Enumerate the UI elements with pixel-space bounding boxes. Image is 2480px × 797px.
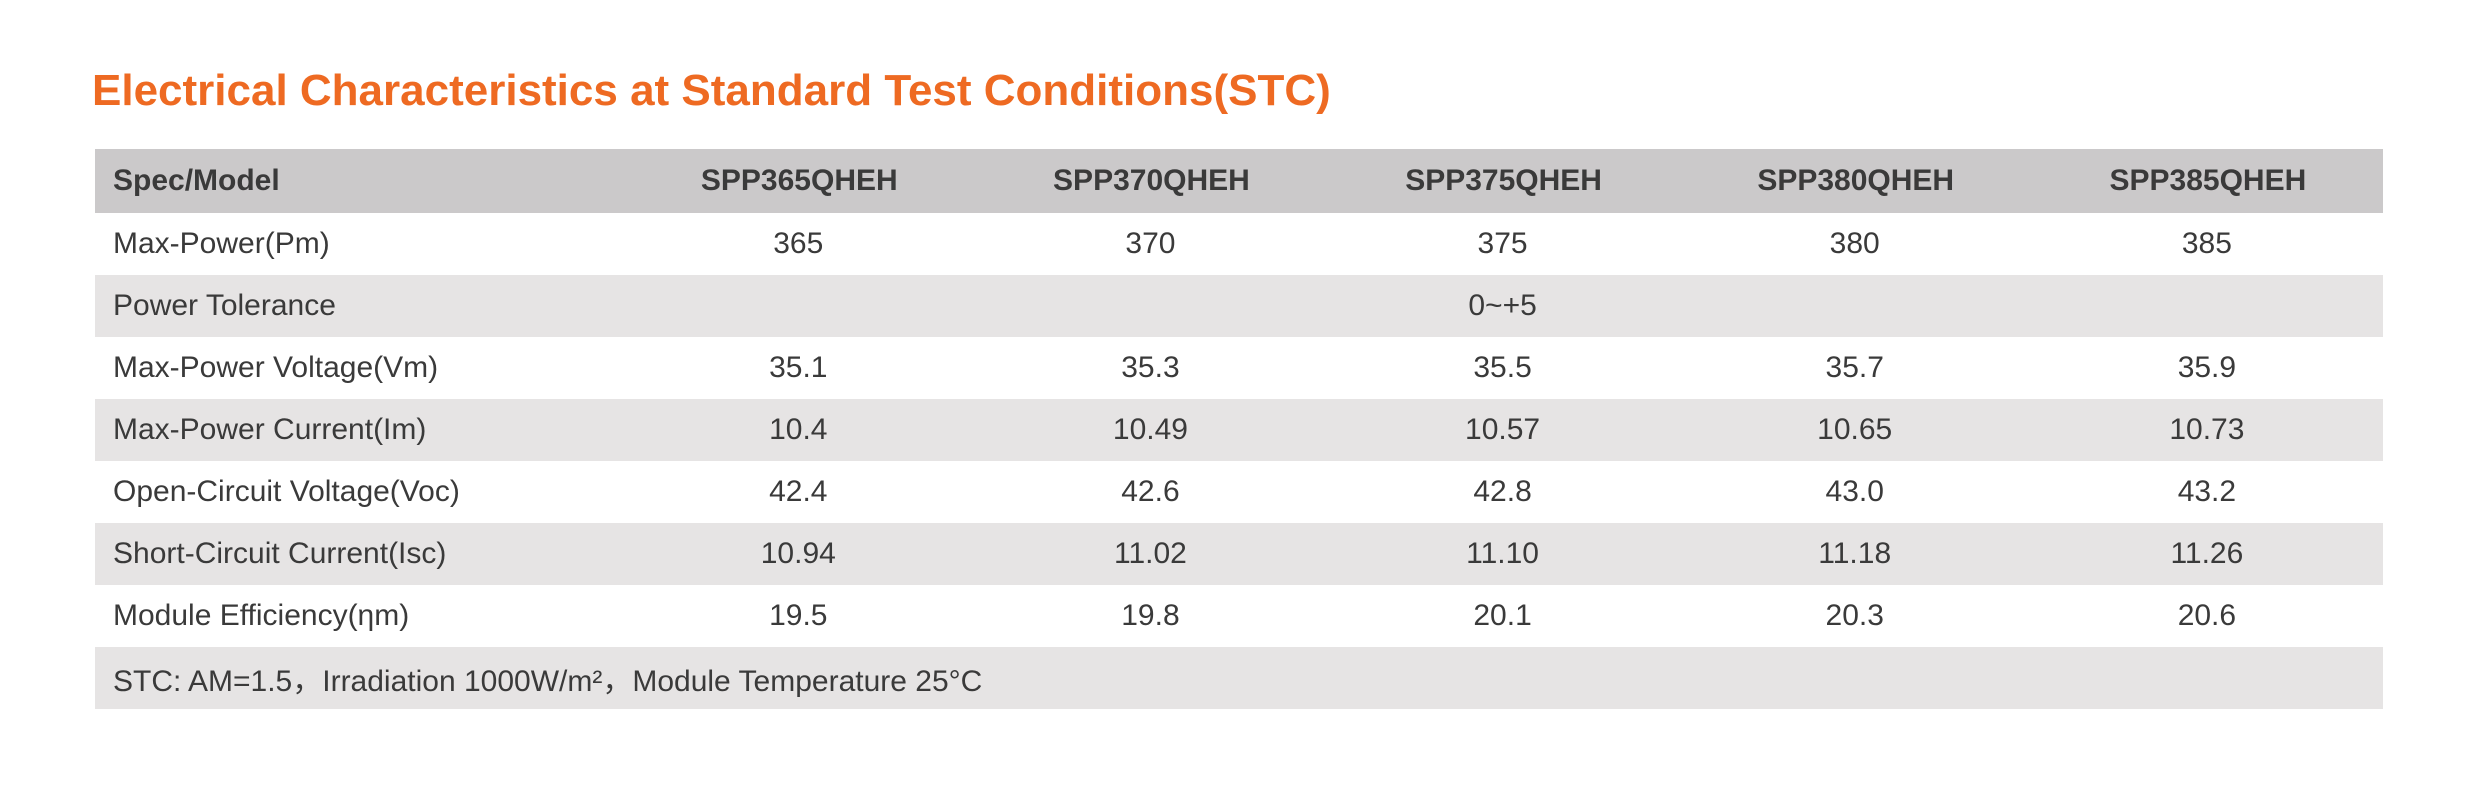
table-cell: 11.10 bbox=[1466, 537, 1539, 570]
table-cell: 20.1 bbox=[1473, 599, 1532, 632]
row-label: Max-Power Voltage(Vm) bbox=[113, 351, 439, 384]
table-row-open-circuit-voltage: Open-Circuit Voltage(Voc) 42.4 42.6 42.8… bbox=[95, 461, 2383, 523]
table-cell-empty bbox=[1679, 275, 2031, 337]
table-cell: 20.6 bbox=[2177, 599, 2237, 632]
table-row-max-power-voltage: Max-Power Voltage(Vm) 35.1 35.3 35.5 35.… bbox=[95, 337, 2383, 399]
table-cell: 10.4 bbox=[769, 413, 828, 446]
table-row-max-power-current: Max-Power Current(Im) 10.4 10.49 10.57 1… bbox=[95, 399, 2383, 461]
table-cell: 10.49 bbox=[1112, 413, 1188, 446]
table-cell: 43.0 bbox=[1825, 475, 1884, 508]
table-cell: 35.7 bbox=[1825, 351, 1884, 384]
page-title: Electrical Characteristics at Standard T… bbox=[92, 66, 1331, 115]
table-cell: 380 bbox=[1829, 227, 1880, 260]
table-cell-empty bbox=[974, 275, 1326, 337]
table-cell: 10.94 bbox=[760, 537, 836, 570]
table-cell: 19.5 bbox=[769, 599, 828, 632]
row-label: Short-Circuit Current(Isc) bbox=[113, 537, 447, 570]
table-cell: 35.9 bbox=[2177, 351, 2237, 384]
table-header-row: Spec/Model SPP365QHEH SPP370QHEH SPP375Q… bbox=[95, 149, 2383, 213]
electrical-characteristics-table: Spec/Model SPP365QHEH SPP370QHEH SPP375Q… bbox=[95, 149, 2383, 709]
table-cell: 20.3 bbox=[1825, 599, 1884, 632]
header-model-spp365qheh: SPP365QHEH bbox=[700, 164, 898, 197]
table-cell: 375 bbox=[1477, 227, 1528, 260]
table-cell: 35.3 bbox=[1121, 351, 1180, 384]
table-cell: 10.73 bbox=[2169, 413, 2245, 446]
header-spec-model: Spec/Model bbox=[113, 164, 280, 197]
table-cell: 19.8 bbox=[1121, 599, 1180, 632]
table-cell: 42.4 bbox=[769, 475, 828, 508]
header-model-spp370qheh: SPP370QHEH bbox=[1053, 164, 1250, 197]
table-cell-empty bbox=[2031, 275, 2383, 337]
row-label: Module Efficiency(ηm) bbox=[113, 599, 410, 632]
header-model-spp375qheh: SPP375QHEH bbox=[1405, 164, 1602, 197]
header-model-spp385qheh: SPP385QHEH bbox=[2109, 164, 2307, 197]
table-cell: 11.02 bbox=[1114, 537, 1187, 570]
stc-footnote: STC: AM=1.5，Irradiation 1000W/m²，Module … bbox=[113, 665, 983, 698]
table-row-max-power: Max-Power(Pm) 365 370 375 380 385 bbox=[95, 213, 2383, 275]
table-row-power-tolerance: Power Tolerance 0~+5 bbox=[95, 275, 2383, 337]
table-cell-empty bbox=[622, 275, 974, 337]
table-cell: 10.65 bbox=[1817, 413, 1893, 446]
table-row-module-efficiency: Module Efficiency(ηm) 19.5 19.8 20.1 20.… bbox=[95, 585, 2383, 647]
row-label: Power Tolerance bbox=[113, 289, 336, 322]
row-label: Max-Power(Pm) bbox=[113, 227, 330, 260]
row-label: Max-Power Current(Im) bbox=[113, 413, 427, 446]
table-row-short-circuit-current: Short-Circuit Current(Isc) 10.94 11.02 1… bbox=[95, 523, 2383, 585]
table-cell: 42.6 bbox=[1121, 475, 1180, 508]
header-model-spp380qheh: SPP380QHEH bbox=[1757, 164, 1955, 197]
table-cell: 370 bbox=[1125, 227, 1176, 260]
table-cell: 0~+5 bbox=[1468, 289, 1537, 322]
table-cell: 35.1 bbox=[769, 351, 828, 384]
row-label: Open-Circuit Voltage(Voc) bbox=[113, 475, 460, 508]
table-cell: 42.8 bbox=[1473, 475, 1532, 508]
table-cell: 43.2 bbox=[2177, 475, 2237, 508]
table-cell: 10.57 bbox=[1465, 413, 1541, 446]
table-cell: 365 bbox=[773, 227, 824, 260]
table-cell: 11.26 bbox=[2170, 537, 2244, 570]
table-row-footnote: STC: AM=1.5，Irradiation 1000W/m²，Module … bbox=[95, 647, 2383, 709]
table-cell: 11.18 bbox=[1818, 537, 1892, 570]
table-cell: 35.5 bbox=[1473, 351, 1532, 384]
table-cell: 385 bbox=[2181, 227, 2232, 260]
